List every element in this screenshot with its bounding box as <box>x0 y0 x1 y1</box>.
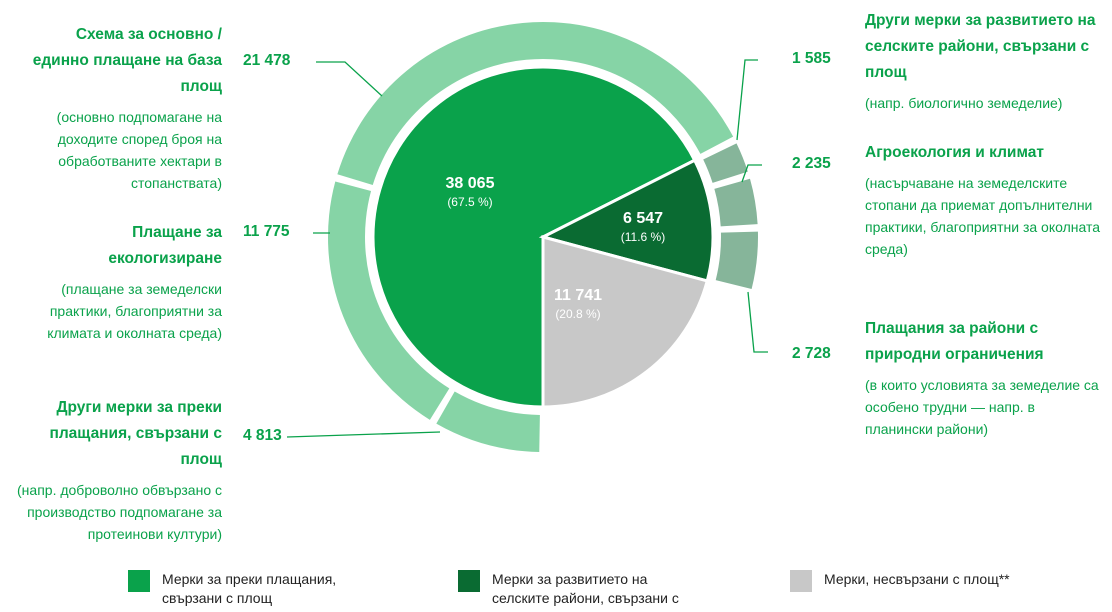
pie-slice <box>538 158 715 283</box>
ring-segment <box>327 181 450 420</box>
part-label: Плащане за екологизиране (плащане за земе… <box>20 220 222 344</box>
leader-line <box>736 59 758 141</box>
leader-line <box>747 291 768 353</box>
slice-value: 6 547 <box>622 210 664 227</box>
part-title: Плащане за екологизиране <box>108 224 222 267</box>
part-value: 4 813 <box>243 427 282 444</box>
part-description: (напр. биологично земеделие) <box>865 95 1063 111</box>
ring-segment <box>714 178 758 227</box>
part-title: Схема за основно / единно плащане на баз… <box>32 26 222 95</box>
part-value: 2 235 <box>792 155 831 172</box>
part-value: 1 585 <box>792 50 831 67</box>
part-description: (основно подпомагане на доходите според … <box>56 109 222 191</box>
part-label: Схема за основно / единно плащане на баз… <box>30 22 222 194</box>
pie-slice <box>371 65 697 409</box>
slice-label: 6 547 (11.6 %) <box>593 210 693 244</box>
leader-line <box>286 431 441 438</box>
slice-value: 38 065 <box>445 175 495 192</box>
legend-label: Мерки, несвързани с площ** <box>824 571 1010 587</box>
part-value: 11 775 <box>243 223 290 240</box>
part-label: Агроекология и климат (насърчаване на зем… <box>865 140 1105 260</box>
pie-slice <box>541 235 710 409</box>
legend-swatch <box>458 570 480 592</box>
slice-value: 11 741 <box>553 287 603 304</box>
part-description: (насърчаване на земеделските стопани да … <box>865 175 1101 257</box>
part-title: Други мерки за преки плащания, свързани … <box>49 399 222 468</box>
legend-swatch <box>790 570 812 592</box>
part-label: Плащания за райони с природни ограничени… <box>865 316 1105 440</box>
part-title: Плащания за райони с природни ограничени… <box>865 320 1044 363</box>
slice-percent: (20.8 %) <box>555 307 601 321</box>
part-label: Други мерки за преки плащания, свързани … <box>10 395 222 545</box>
part-description: (плащане за земеделски практики, благопр… <box>47 281 222 341</box>
part-title: Агроекология и климат <box>865 144 1044 161</box>
part-label: Други мерки за развитието на селските ра… <box>865 8 1100 114</box>
slice-label: 38 065 (67.5 %) <box>420 175 520 209</box>
part-value: 21 478 <box>243 52 291 69</box>
leader-line <box>741 164 762 183</box>
leader-line <box>316 61 383 97</box>
legend-swatch <box>128 570 150 592</box>
ring-segment <box>715 231 758 290</box>
part-description: (напр. доброволно обвързано с производст… <box>17 482 222 542</box>
part-description: (в които условията за земеделие са особе… <box>865 377 1099 437</box>
ring-segment <box>703 143 748 183</box>
slice-percent: (11.6 %) <box>620 230 666 244</box>
ring-segment <box>436 391 540 452</box>
legend-label: Мерки за развитието на селските райони, … <box>492 571 679 612</box>
part-title: Други мерки за развитието на селските ра… <box>865 12 1096 81</box>
part-value: 2 728 <box>792 345 831 362</box>
ring-segment <box>337 21 734 186</box>
slice-label: 11 741 (20.8 %) <box>528 287 628 321</box>
legend-label: Мерки за преки плащания, свързани с площ <box>162 571 337 606</box>
slice-percent: (67.5 %) <box>447 195 493 209</box>
